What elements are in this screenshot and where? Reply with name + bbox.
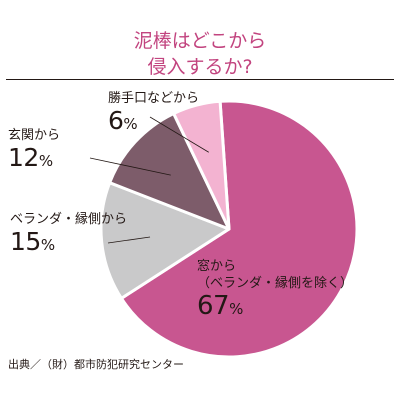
- slice-label-window: 窓から （ベランダ・縁側を除く） 67%: [197, 258, 353, 323]
- slice-label-entrance-name: 玄関から: [8, 128, 61, 143]
- slice-value-back-door-number: 6: [108, 106, 124, 135]
- pie-slice-back-door: [172, 99, 231, 231]
- slice-value-back-door: 6%: [108, 107, 199, 138]
- leader-line-back-door: [149, 116, 209, 153]
- slice-value-entrance-number: 12: [8, 143, 39, 172]
- percent-sign: %: [123, 115, 138, 133]
- slice-label-window-note: （ベランダ・縁側を除く）: [197, 276, 354, 291]
- leader-line-entrance: [89, 157, 171, 176]
- pie-slice-window: [119, 99, 359, 359]
- leader-lines: [89, 116, 209, 244]
- slice-label-window-name: 窓から: [197, 259, 237, 274]
- slice-label-entrance: 玄関から 12%: [8, 128, 60, 175]
- source-note: 出典／（財）都市防犯研究センター: [8, 358, 184, 371]
- percent-sign: %: [229, 300, 244, 318]
- slice-value-veranda: 15%: [10, 228, 127, 259]
- pie-slices: [99, 99, 359, 359]
- slice-value-window-number: 67: [197, 291, 230, 321]
- slice-label-back-door: 勝手口などから 6%: [108, 91, 199, 138]
- slice-label-veranda: ベランダ・縁側から 15%: [10, 212, 127, 259]
- leader-line-veranda: [107, 236, 151, 244]
- percent-sign: %: [38, 152, 54, 170]
- slice-value-veranda-number: 15: [10, 227, 41, 256]
- slice-value-entrance: 12%: [8, 144, 60, 175]
- chart-title-line-1: 泥棒はどこから: [133, 30, 267, 52]
- pie-slice-veranda: [99, 181, 231, 300]
- slice-label-back-door-name: 勝手口などから: [108, 91, 200, 106]
- chart-title: 泥棒はどこから 侵入するか?: [0, 28, 400, 80]
- slice-label-veranda-name: ベランダ・縁側から: [10, 212, 128, 227]
- slice-value-window: 67%: [197, 292, 353, 323]
- pie-slice-entrance: [108, 112, 231, 231]
- chart-title-line-2: 侵入するか?: [147, 56, 253, 78]
- percent-sign: %: [40, 236, 56, 254]
- title-divider: [6, 79, 394, 80]
